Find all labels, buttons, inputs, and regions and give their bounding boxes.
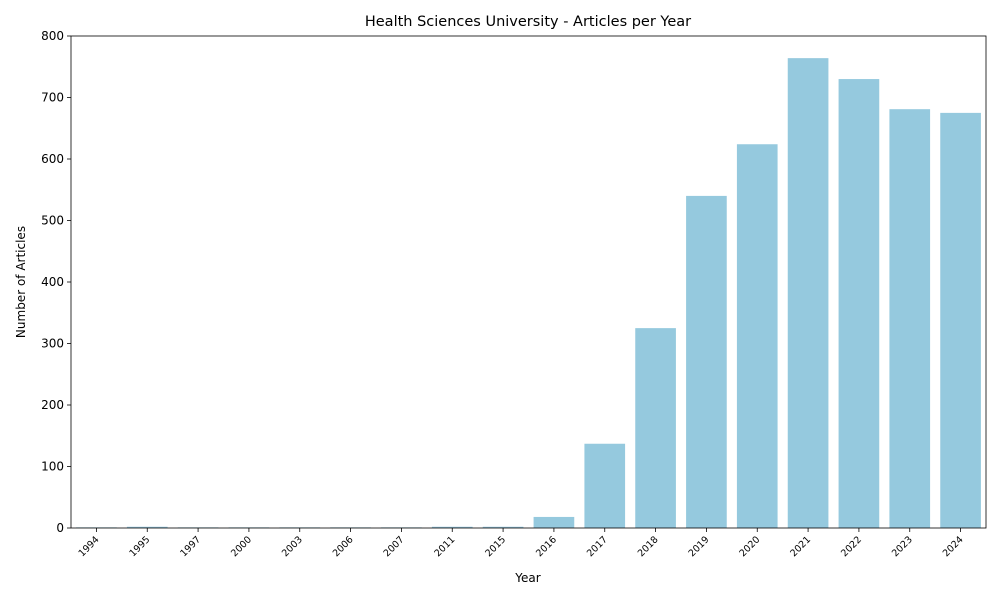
- bar-2016: [533, 516, 575, 528]
- x-tick-label: 2017: [585, 534, 610, 559]
- y-tick-label: 300: [41, 337, 64, 351]
- y-tick-label: 600: [41, 152, 64, 166]
- x-tick-label: 2006: [331, 534, 356, 559]
- bar-2024: [940, 112, 981, 528]
- x-tick-label: 2018: [636, 534, 661, 559]
- x-tick-label: 2019: [687, 534, 712, 559]
- x-tick-label: 2011: [432, 534, 457, 559]
- y-tick-label: 200: [41, 398, 64, 412]
- bar-2015: [482, 526, 524, 528]
- x-tick-label: 2021: [788, 534, 813, 559]
- x-tick-label: 2022: [839, 534, 864, 559]
- bars-group: [76, 58, 981, 529]
- x-axis: 1994 1995 1997 2000 2003 2006 2007 2011 2015 2016…: [77, 528, 966, 559]
- x-tick-label: 2016: [534, 534, 559, 559]
- x-tick-label: 1994: [77, 534, 102, 559]
- x-tick-label: 2000: [229, 534, 254, 559]
- bar-2020: [736, 144, 778, 529]
- chart-title: Health Sciences University - Articles pe…: [365, 14, 691, 30]
- plot-frame: [70, 35, 987, 529]
- y-tick-label: 800: [41, 29, 64, 43]
- x-tick-label: 1997: [178, 534, 203, 559]
- x-tick-label: 2023: [890, 534, 915, 559]
- y-axis-label: Number of Articles: [14, 226, 28, 338]
- y-tick-label: 400: [41, 275, 64, 289]
- y-axis: 0 100 200 300 400 500 600 700 800: [41, 29, 71, 535]
- x-tick-label: 2024: [941, 534, 966, 559]
- x-tick-label: 2007: [382, 534, 407, 559]
- bar-2019: [686, 195, 727, 528]
- x-tick-label: 1995: [127, 534, 152, 559]
- bar-2018: [635, 328, 676, 528]
- bar-1995: [126, 526, 168, 528]
- x-tick-label: 2003: [280, 534, 305, 559]
- bar-2023: [889, 109, 931, 528]
- bar-2021: [787, 58, 829, 528]
- bar-2022: [838, 79, 880, 529]
- x-tick-label: 2015: [483, 534, 508, 559]
- x-tick-label: 2020: [737, 534, 762, 559]
- x-axis-label: Year: [514, 571, 540, 585]
- y-tick-label: 0: [56, 521, 64, 535]
- y-tick-label: 500: [41, 214, 64, 228]
- y-tick-label: 700: [41, 91, 64, 105]
- bar-2011: [431, 526, 473, 528]
- y-tick-label: 100: [41, 460, 64, 474]
- bar-2017: [584, 443, 626, 528]
